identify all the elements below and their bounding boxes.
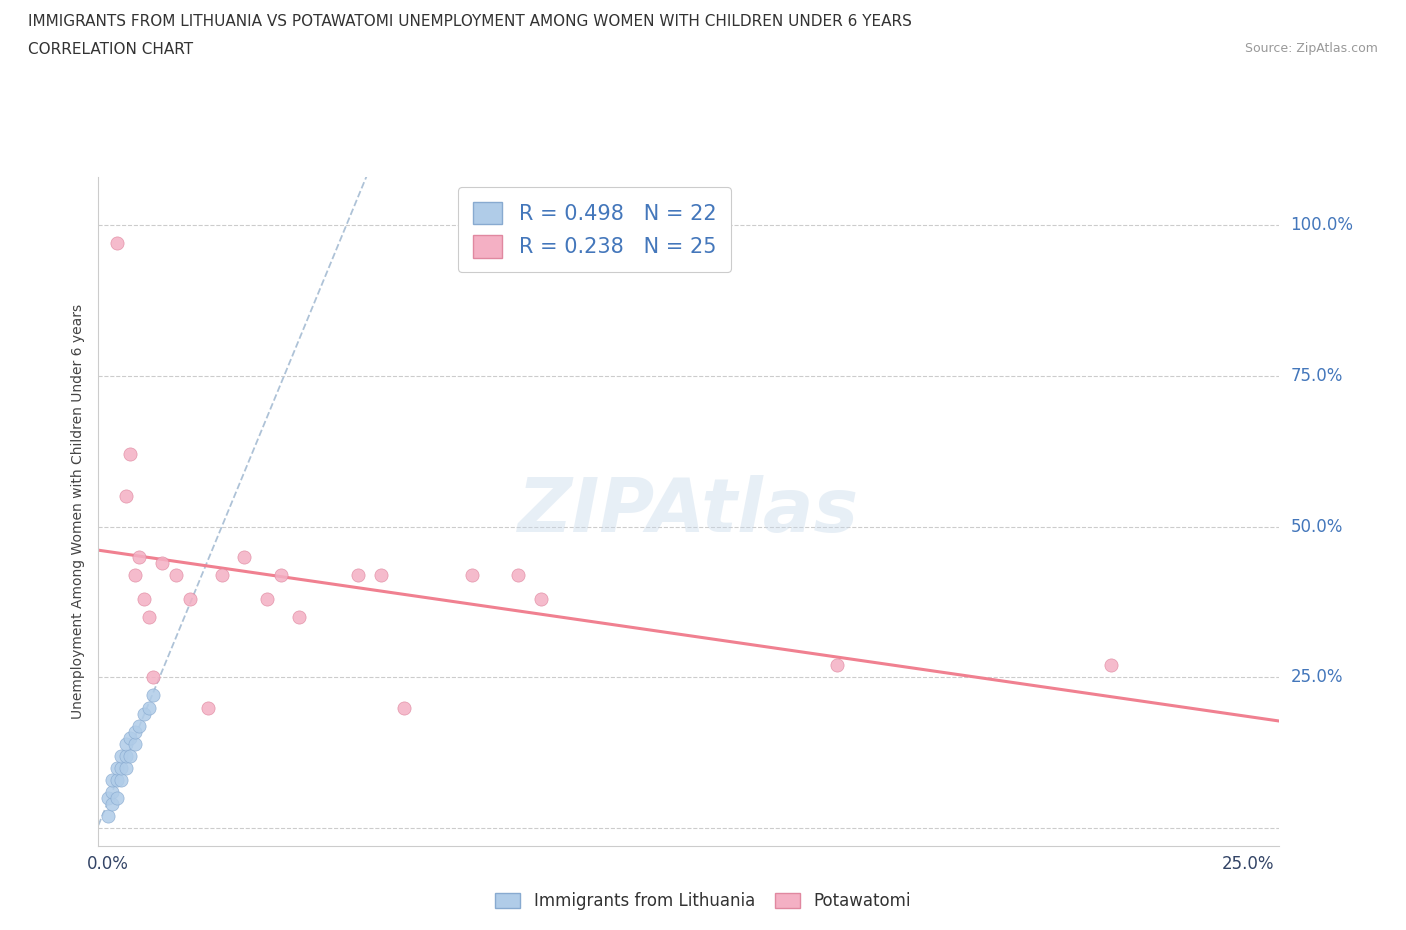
Point [110, 749, 132, 764]
Y-axis label: Unemployment Among Women with Children Under 6 years: Unemployment Among Women with Children U… [72, 304, 86, 719]
Legend: Immigrants from Lithuania, Potawatomi: Immigrants from Lithuania, Potawatomi [489, 885, 917, 917]
Point [132, 591, 155, 606]
Point [197, 700, 219, 715]
Point [96, 790, 118, 805]
Point [256, 591, 278, 606]
Point [165, 567, 187, 582]
Point [179, 591, 201, 606]
Point [120, 749, 142, 764]
Point [128, 718, 150, 733]
Point [124, 724, 146, 739]
Point [142, 688, 165, 703]
Point [96, 809, 118, 824]
Point [530, 591, 553, 606]
Point [1099, 658, 1122, 672]
Point [370, 567, 392, 582]
Point [270, 567, 292, 582]
Text: Source: ZipAtlas.com: Source: ZipAtlas.com [1244, 42, 1378, 55]
Legend: R = 0.498   N = 22, R = 0.238   N = 25: R = 0.498 N = 22, R = 0.238 N = 25 [458, 187, 731, 272]
Text: 50.0%: 50.0% [1291, 518, 1343, 536]
Point [211, 567, 233, 582]
Point [138, 700, 160, 715]
Point [114, 761, 136, 776]
Point [105, 790, 128, 805]
Text: ZIPAtlas: ZIPAtlas [519, 475, 859, 548]
Point [124, 567, 146, 582]
Point [114, 749, 136, 764]
Point [105, 235, 128, 250]
Point [114, 737, 136, 751]
Point [233, 550, 256, 565]
Point [101, 797, 124, 812]
Point [110, 773, 132, 788]
Text: CORRELATION CHART: CORRELATION CHART [28, 42, 193, 57]
Point [120, 730, 142, 745]
Point [142, 670, 165, 684]
Point [288, 610, 311, 625]
Point [138, 610, 160, 625]
Text: 25.0%: 25.0% [1291, 669, 1343, 686]
Point [105, 761, 128, 776]
Text: IMMIGRANTS FROM LITHUANIA VS POTAWATOMI UNEMPLOYMENT AMONG WOMEN WITH CHILDREN U: IMMIGRANTS FROM LITHUANIA VS POTAWATOMI … [28, 14, 912, 29]
Point [101, 785, 124, 800]
Point [105, 773, 128, 788]
Point [110, 761, 132, 776]
Point [124, 737, 146, 751]
Point [132, 706, 155, 721]
Point [392, 700, 415, 715]
Point [128, 550, 150, 565]
Text: 75.0%: 75.0% [1291, 366, 1343, 385]
Point [150, 555, 173, 570]
Point [506, 567, 529, 582]
Point [101, 773, 124, 788]
Point [120, 446, 142, 461]
Point [461, 567, 484, 582]
Point [114, 489, 136, 504]
Point [347, 567, 370, 582]
Text: 100.0%: 100.0% [1291, 216, 1354, 234]
Point [825, 658, 848, 672]
